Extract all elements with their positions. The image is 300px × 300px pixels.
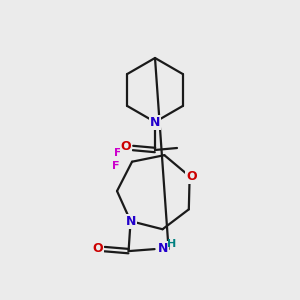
Text: O: O	[92, 242, 103, 255]
Text: N: N	[125, 214, 136, 228]
Text: F: F	[112, 161, 120, 171]
Text: F: F	[114, 148, 122, 158]
Text: H: H	[167, 239, 176, 249]
Text: O: O	[121, 140, 131, 154]
Text: O: O	[186, 170, 197, 183]
Text: N: N	[158, 242, 168, 255]
Text: N: N	[150, 116, 160, 128]
